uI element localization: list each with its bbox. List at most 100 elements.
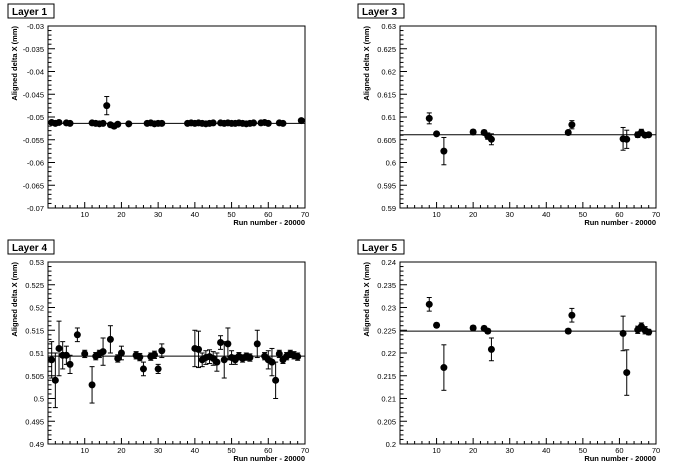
y-tick-label: 0.525 <box>25 281 44 290</box>
y-tick-label: 0.49 <box>29 440 44 449</box>
data-point <box>88 366 96 404</box>
data-marker <box>564 128 572 136</box>
y-tick-label: 0.51 <box>29 349 44 358</box>
data-point <box>253 329 261 359</box>
data-marker <box>48 356 56 364</box>
x-tick-label: 70 <box>652 446 660 455</box>
data-marker <box>139 365 147 373</box>
data-marker <box>568 311 576 319</box>
chart-panel-3: Layer 4 10 20 30 40 50 60 70 0.49 0.495 0.5 0.505 0.… <box>7 239 309 463</box>
x-tick-label: 70 <box>301 446 309 455</box>
panel-title: Layer 1 <box>7 3 55 19</box>
x-tick-label: 10 <box>81 446 89 455</box>
data-marker <box>469 128 477 136</box>
data-point <box>619 315 627 352</box>
data-point <box>246 353 254 362</box>
data-point <box>487 337 495 362</box>
data-point <box>568 120 576 130</box>
data-marker <box>253 340 261 348</box>
y-tick-label: -0.06 <box>27 159 44 168</box>
data-point <box>425 112 433 125</box>
data-point <box>99 337 107 366</box>
data-marker <box>81 350 89 358</box>
y-tick-label: 0.59 <box>381 204 396 213</box>
plot-frame <box>399 261 657 445</box>
x-tick-label: 60 <box>264 210 272 219</box>
y-tick-label: 0.24 <box>381 258 396 267</box>
x-axis-title: Run number - 20000 <box>233 218 305 227</box>
data-marker <box>619 329 627 337</box>
y-tick-label: 0.63 <box>381 22 396 31</box>
data-point <box>264 119 272 127</box>
data-point <box>250 119 258 127</box>
data-point <box>487 133 495 146</box>
x-tick-label: 40 <box>191 446 199 455</box>
data-point <box>209 119 217 127</box>
x-axis-title: Run number - 20000 <box>233 454 305 463</box>
data-point <box>114 120 122 128</box>
x-axis-title: Run number - 20000 <box>584 454 656 463</box>
x-tick-label: 10 <box>81 210 89 219</box>
data-marker <box>440 364 448 372</box>
data-marker <box>73 331 81 339</box>
x-tick-label: 30 <box>506 446 514 455</box>
y-tick-label: -0.035 <box>23 45 44 54</box>
data-point <box>469 324 477 332</box>
y-tick-label: 0.23 <box>381 304 396 313</box>
data-point <box>81 349 89 359</box>
y-tick-label: 0.205 <box>377 417 396 426</box>
data-point <box>440 136 448 166</box>
data-point <box>195 330 203 369</box>
data-point <box>136 352 144 362</box>
panel-title: Layer 3 <box>357 3 405 19</box>
y-tick-label: 0.215 <box>377 372 396 381</box>
x-tick-label: 50 <box>227 446 235 455</box>
x-tick-label: 20 <box>117 210 125 219</box>
data-point <box>73 327 81 343</box>
data-marker <box>55 344 63 352</box>
data-point <box>272 361 280 399</box>
y-axis-title: Aligned delta X (mm) <box>362 26 371 101</box>
panel-title-box <box>7 3 55 19</box>
data-marker <box>114 120 122 128</box>
data-point <box>106 325 114 354</box>
data-marker <box>294 353 302 361</box>
y-tick-label: 0.22 <box>381 349 396 358</box>
x-tick-label: 70 <box>301 210 309 219</box>
data-marker <box>224 340 232 348</box>
data-point <box>564 327 572 335</box>
data-point <box>564 128 572 136</box>
x-tick-label: 60 <box>615 446 623 455</box>
data-marker <box>88 381 96 389</box>
data-marker <box>268 358 276 366</box>
x-axis-title: Run number - 20000 <box>584 218 656 227</box>
data-marker <box>645 131 653 139</box>
data-point <box>268 347 276 377</box>
data-point <box>220 341 228 379</box>
x-tick-label: 50 <box>227 210 235 219</box>
y-tick-label: 0.52 <box>29 304 44 313</box>
data-marker <box>433 130 441 138</box>
data-marker <box>264 119 272 127</box>
y-tick-label: -0.05 <box>27 113 44 122</box>
y-tick-label: 0.62 <box>381 68 396 77</box>
y-tick-label: 0.615 <box>377 90 396 99</box>
data-marker <box>484 327 492 335</box>
data-marker <box>279 119 287 127</box>
data-marker <box>136 353 144 361</box>
panel-title: Layer 5 <box>357 239 405 255</box>
panel-title-text: Layer 3 <box>362 7 397 18</box>
y-tick-label: 0.595 <box>377 181 396 190</box>
data-point <box>158 343 166 359</box>
data-point <box>125 120 133 128</box>
y-tick-label: -0.04 <box>27 68 44 77</box>
x-tick-label: 40 <box>542 210 550 219</box>
data-point <box>469 128 477 136</box>
data-marker <box>297 117 305 125</box>
x-tick-label: 60 <box>264 446 272 455</box>
data-marker <box>246 354 254 362</box>
y-tick-label: 0.605 <box>377 136 396 145</box>
data-marker <box>158 119 166 127</box>
data-marker <box>213 358 221 366</box>
